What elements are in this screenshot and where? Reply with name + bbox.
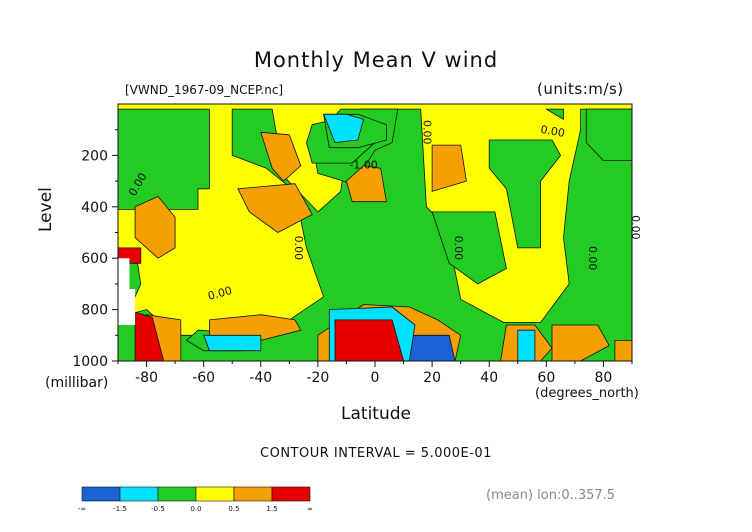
axes: -80 -60 -40 -20 0 20 40 60 80 200 400 600 800 1000 <box>72 103 633 386</box>
colorbar: -∞ -1.5 -0.5 0.0 0.5 1.5 ∞ <box>78 486 313 513</box>
colorbar-tick-label: 0.5 <box>228 505 239 513</box>
contour-region <box>203 334 262 352</box>
colorbar-tick-label: -1.5 <box>113 505 127 513</box>
filled-contours <box>117 104 633 362</box>
colorbar-swatch <box>81 486 121 502</box>
file-label: [VWND_1967-09_NCEP.nc] <box>125 83 284 97</box>
contour-region <box>551 324 610 362</box>
units-label: (units:m/s) <box>537 80 624 98</box>
colorbar-swatch <box>271 486 311 502</box>
x-tick-label: -40 <box>249 370 272 386</box>
x-tick-label: 40 <box>480 370 498 386</box>
contour-label: 0.00 <box>206 284 233 303</box>
contour-region <box>345 165 387 203</box>
y-tick-label: 1000 <box>72 354 108 370</box>
colorbar-tick-label: ∞ <box>307 505 313 513</box>
contour-interval-text: CONTOUR INTERVAL = 5.000E-01 <box>260 446 492 461</box>
missing-data-area <box>118 258 136 326</box>
contour-label: 0.00 <box>586 246 599 271</box>
contour-region <box>545 108 564 120</box>
contour-region <box>431 144 467 192</box>
contour-region <box>431 211 507 285</box>
x-axis-label: Latitude <box>341 404 411 424</box>
contour-region <box>334 319 405 362</box>
y-tick-label: 200 <box>81 148 108 164</box>
y-axis-unit-label: (millibar) <box>45 375 109 391</box>
contour-label: -1.00 <box>349 158 377 171</box>
colorbar-swatch <box>233 486 273 502</box>
contour-label: 0.00 <box>539 123 565 140</box>
y-tick-label: 400 <box>81 200 108 216</box>
contour-region <box>614 339 633 362</box>
contour-region <box>517 329 536 362</box>
contour-region <box>323 113 365 144</box>
colorbar-tick-label: -0.5 <box>151 505 165 513</box>
x-axis-unit-label: (degrees_north) <box>535 386 639 401</box>
colorbar-tick-label: 0.0 <box>190 505 201 513</box>
colorbar-swatch <box>119 486 159 502</box>
x-tick-label: 20 <box>423 370 441 386</box>
contour-region <box>237 183 313 233</box>
contour-label: 0.00 <box>292 236 305 260</box>
y-tick-label: 600 <box>81 251 108 267</box>
colorbar-tick-label: 1.5 <box>266 505 277 513</box>
colorbar-swatch <box>195 486 235 502</box>
colorbar-tick-label: -∞ <box>78 505 86 513</box>
contour-label: 0.00 <box>629 215 642 240</box>
x-tick-label: 80 <box>595 370 613 386</box>
contour-label: 0.00 <box>452 236 465 260</box>
x-tick-label: -60 <box>192 370 215 386</box>
contour-region <box>488 139 561 249</box>
x-tick-label: 60 <box>537 370 555 386</box>
y-tick-label: 800 <box>81 303 108 319</box>
chart-title: Monthly Mean V wind <box>253 48 499 72</box>
x-tick-label: -20 <box>306 370 329 386</box>
contour-region <box>260 131 302 182</box>
contour-label: 0.00 <box>421 120 434 145</box>
footnote: (mean) lon:0..357.5 <box>486 488 616 503</box>
contour-region <box>134 196 176 259</box>
colorbar-swatch <box>157 486 197 502</box>
x-tick-label: -80 <box>135 370 158 386</box>
contour-region <box>585 108 633 161</box>
x-tick-label: 0 <box>371 370 380 386</box>
